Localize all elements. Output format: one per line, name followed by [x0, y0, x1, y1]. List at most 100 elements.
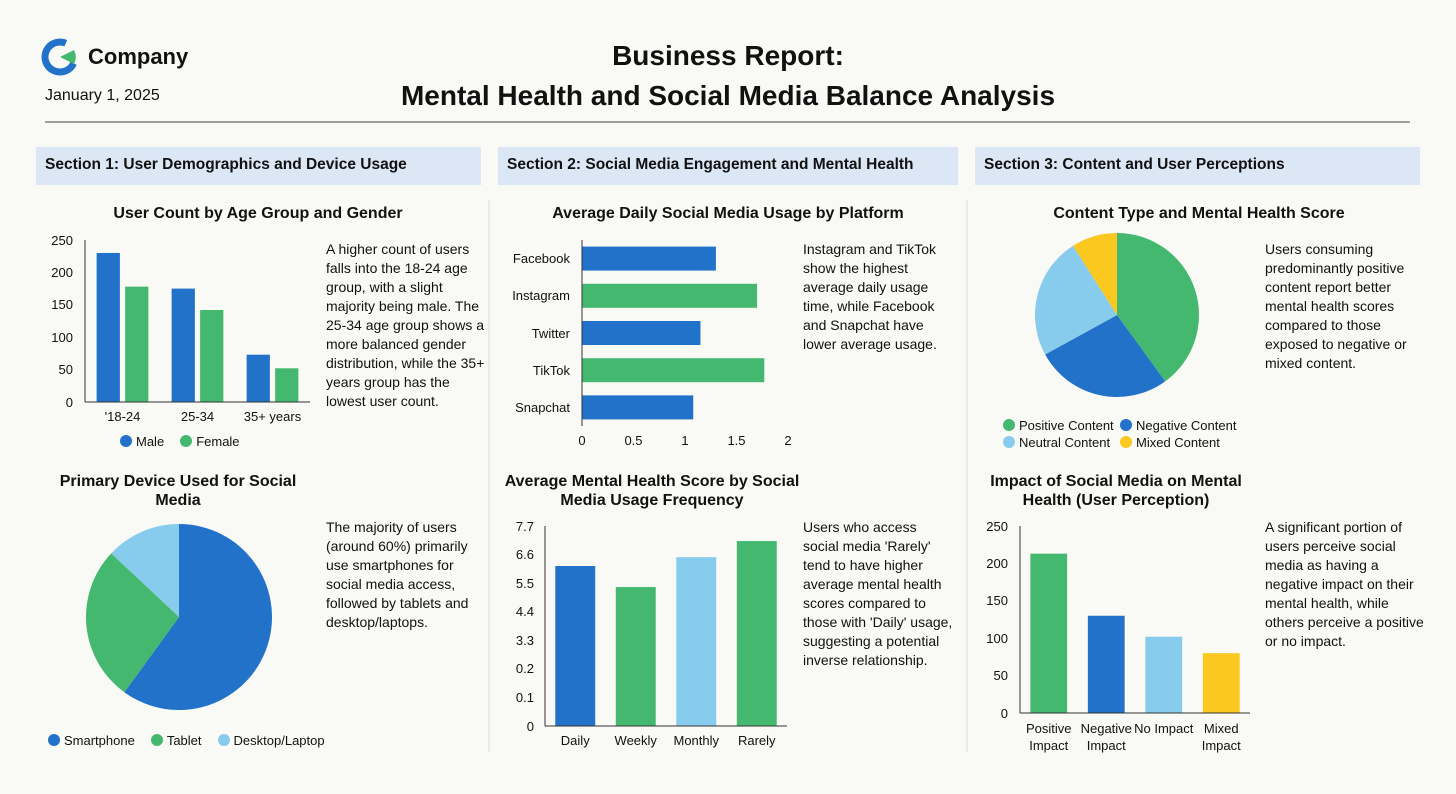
y-tick-label: 200	[986, 555, 1008, 571]
y-tick-label: 4.4	[515, 604, 534, 620]
legend-item: Desktop/Laptop	[217, 732, 325, 749]
bar	[582, 321, 701, 345]
y-tick-label: Instagram	[512, 288, 570, 304]
x-tick-label: Mixed Impact	[1201, 720, 1241, 753]
bar	[275, 368, 299, 402]
legend-swatch	[1120, 419, 1132, 431]
y-tick-label: 6.6	[515, 547, 534, 563]
legend-item: Female	[180, 433, 240, 450]
chart-title: Impact of Social Media on Mental Health …	[990, 472, 1242, 509]
title-line: Mental Health and Social Media Balance A…	[400, 80, 1056, 111]
pie-slice	[111, 524, 179, 617]
legend-label: Smartphone	[64, 732, 135, 748]
legend-label: Tablet	[166, 732, 202, 748]
y-tick-label: Facebook	[512, 251, 570, 267]
bar	[615, 587, 656, 726]
company-name: Company	[88, 44, 189, 69]
bar	[200, 309, 224, 402]
chart-title: Average Mental Health Score by Social Me…	[504, 472, 800, 509]
legend-item: Tablet	[150, 732, 202, 749]
section-header: Section 2: Social Media Engagement and M…	[498, 147, 958, 185]
legend-swatch	[217, 734, 230, 746]
bar	[736, 541, 777, 726]
y-tick-label: 50	[993, 668, 1008, 684]
chart-description: The majority of users (around 60%) prima…	[326, 519, 469, 630]
legend-item: Smartphone	[48, 732, 135, 749]
legend-label: Negative Content	[1136, 417, 1237, 433]
bar	[1202, 653, 1240, 713]
legend-label: Female	[196, 433, 240, 449]
x-tick-label: Monthly	[673, 732, 720, 748]
legend-swatch	[1003, 436, 1015, 448]
legend-swatch	[180, 435, 193, 447]
x-tick-label: 0	[578, 432, 586, 448]
legend-item: Mixed Content	[1120, 434, 1237, 451]
chart-title: User Count by Age Group and Gender	[113, 204, 403, 222]
logo-wedge	[60, 50, 76, 64]
y-tick-label: 0	[1000, 705, 1008, 721]
bar	[555, 566, 596, 726]
x-tick-label: Rarely	[737, 732, 776, 748]
legend-label: Neutral Content	[1019, 434, 1111, 450]
y-tick-label: 100	[986, 630, 1008, 646]
y-tick-label: 0	[65, 394, 73, 410]
y-tick-label: 250	[51, 232, 73, 248]
legend-swatch	[48, 734, 60, 746]
y-tick-label: 50	[58, 362, 73, 378]
y-tick-label: TikTok	[532, 362, 570, 378]
x-tick-label: 2	[784, 432, 792, 448]
bar	[96, 252, 120, 402]
bar	[1087, 615, 1125, 713]
bar	[171, 288, 195, 402]
section-title: Section 2: Social Media Engagement and M…	[507, 156, 914, 173]
section-header: Section 3: Content and User Perceptions	[975, 147, 1420, 185]
chart-title: Primary Device Used for Social Media	[59, 472, 297, 509]
bar	[582, 283, 758, 308]
legend-swatch	[1120, 436, 1132, 448]
y-tick-label: 7.7	[515, 518, 534, 534]
legend: Male Female	[120, 433, 260, 450]
x-tick-label: Negative Impact	[1080, 720, 1132, 753]
bar	[582, 395, 694, 420]
y-tick-label: Twitter	[531, 325, 570, 341]
legend-label: Desktop/Laptop	[233, 732, 325, 748]
legend-swatch	[120, 435, 132, 447]
legend-label: Male	[136, 433, 165, 449]
x-tick-label: 25-34	[180, 408, 215, 424]
report-title: Business Report: Mental Health and Socia…	[328, 36, 1128, 116]
x-tick-label: 1	[681, 432, 689, 448]
legend-item: Negative Content	[1120, 417, 1237, 434]
y-tick-label: 3.3	[515, 632, 534, 648]
pie-slice	[1073, 233, 1117, 315]
x-tick-label: Positive Impact	[1025, 720, 1072, 753]
legend-label: Mixed Content	[1136, 434, 1220, 450]
title-line: Business Report:	[612, 40, 844, 71]
legend: Positive Content Negative Content Neutral …	[1003, 417, 1243, 451]
x-tick-label: 0.5	[624, 432, 643, 448]
y-tick-label: 200	[51, 264, 73, 280]
legend-item: Neutral Content	[1003, 434, 1120, 451]
bar	[676, 557, 717, 726]
x-tick-label: 1.5	[727, 432, 746, 448]
bar	[125, 286, 149, 402]
chart-title: Content Type and Mental Health Score	[1053, 204, 1345, 222]
pie-slice	[85, 553, 179, 693]
chart-description: A higher count of users falls into the 1…	[326, 241, 485, 409]
pie-slice	[1117, 233, 1199, 382]
bar	[246, 354, 270, 402]
bar	[582, 246, 716, 271]
section-header: Section 1: User Demographics and Device …	[36, 147, 481, 185]
chart-description: Users consuming predominantly positive c…	[1265, 241, 1407, 371]
chart-description: A significant portion of users perceive …	[1265, 519, 1424, 649]
y-tick-label: 250	[986, 518, 1008, 534]
legend-label: Positive Content	[1019, 417, 1114, 433]
y-tick-label: 150	[51, 297, 73, 313]
chart-description: Users who access social media 'Rarely' t…	[803, 519, 953, 668]
bar	[1030, 553, 1068, 713]
y-tick-label: 0.2	[515, 661, 534, 677]
y-tick-label: 5.5	[515, 575, 534, 591]
y-tick-label: 0	[526, 718, 534, 734]
y-tick-label: Snapchat	[515, 399, 570, 415]
